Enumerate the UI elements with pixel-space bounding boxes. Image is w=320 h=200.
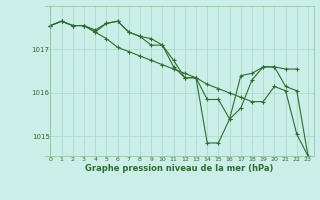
X-axis label: Graphe pression niveau de la mer (hPa): Graphe pression niveau de la mer (hPa) <box>85 164 273 173</box>
